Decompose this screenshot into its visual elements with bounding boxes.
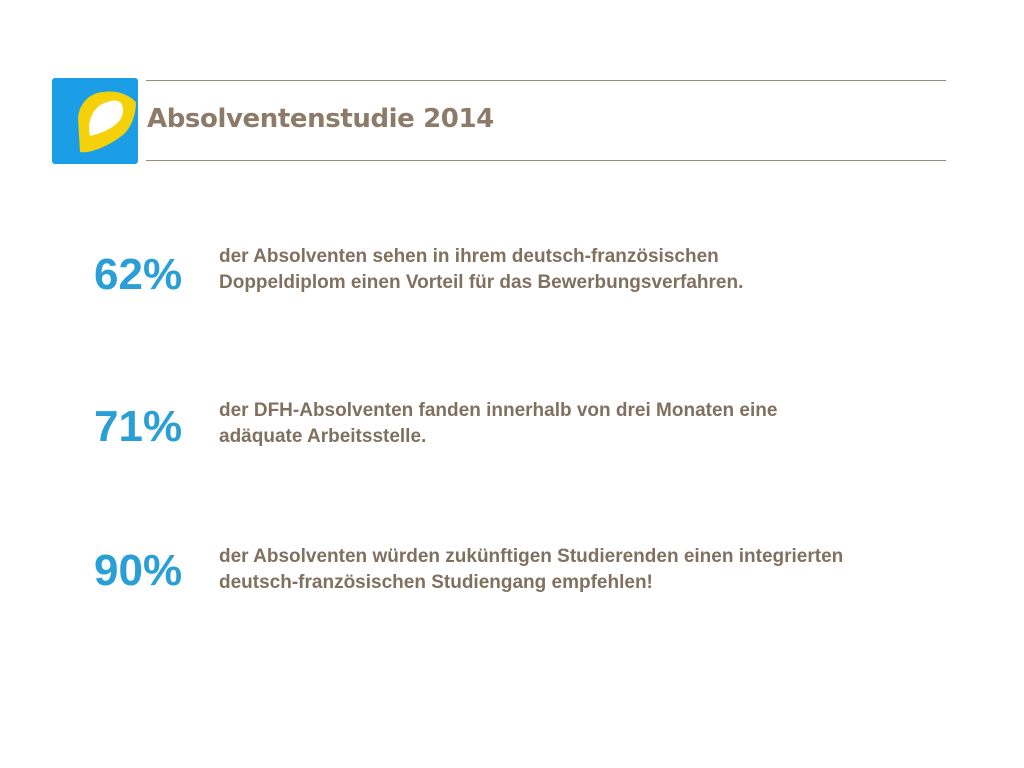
header-rule-top: [146, 80, 946, 81]
stat-description: der DFH-Absolventen fanden innerhalb von…: [219, 398, 959, 450]
stat-description-line: der DFH-Absolventen fanden innerhalb von…: [219, 400, 778, 421]
stat-description: der Absolventen sehen in ihrem deutsch-f…: [219, 244, 959, 296]
stat-value: 90%: [94, 546, 183, 595]
page-title: Absolventenstudie 2014: [147, 104, 494, 134]
stat-description-line: der Absolventen würden zukünftigen Studi…: [219, 546, 844, 567]
stat-value: 71%: [94, 402, 183, 451]
header-rule-bottom: [146, 160, 946, 161]
stat-description-line: Doppeldiplom einen Vorteil für das Bewer…: [219, 272, 744, 293]
stat-value: 62%: [94, 250, 183, 299]
stat-description-line: deutsch-französischen Studiengang empfeh…: [219, 572, 653, 593]
stat-description: der Absolventen würden zukünftigen Studi…: [219, 544, 959, 596]
stat-description-line: der Absolventen sehen in ihrem deutsch-f…: [219, 246, 719, 267]
stat-description-line: adäquate Arbeitsstelle.: [219, 426, 427, 447]
dfh-logo: [52, 78, 138, 164]
